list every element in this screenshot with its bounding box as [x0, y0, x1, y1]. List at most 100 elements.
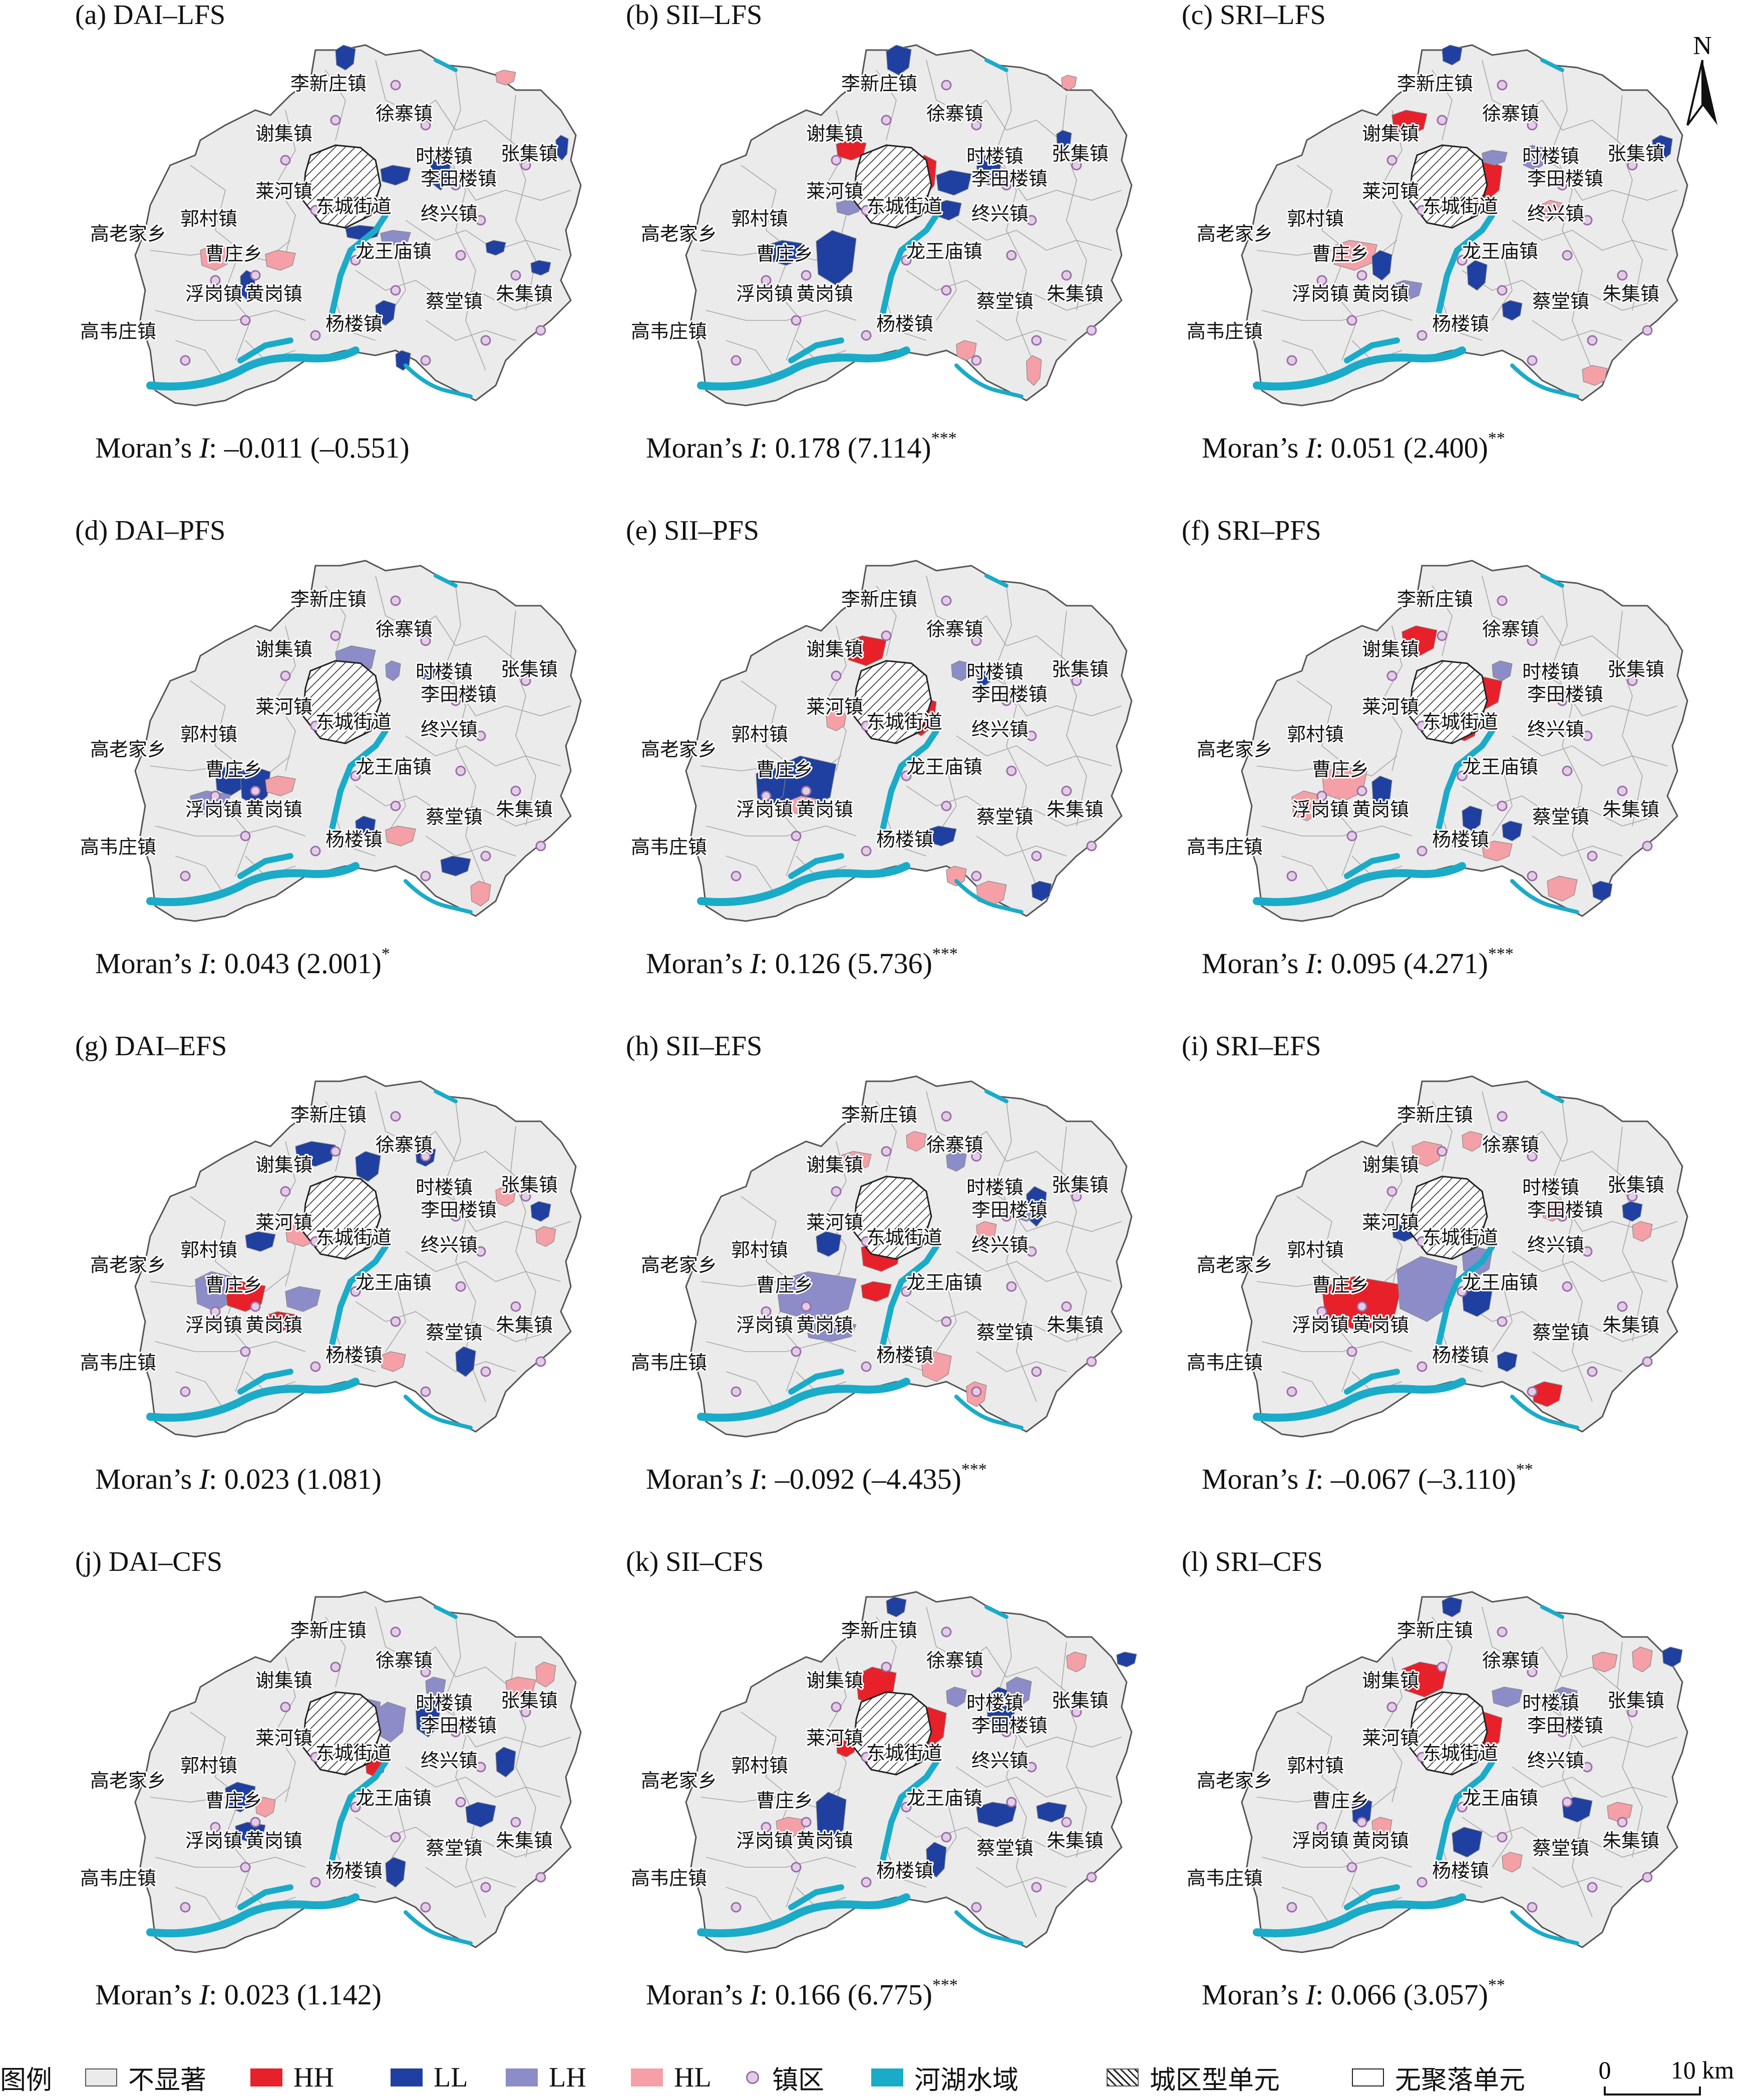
cluster-hl-unit: [200, 245, 231, 271]
panel-title: (h) SII–EFS: [626, 1031, 763, 1062]
cluster-hl-unit: [470, 881, 491, 907]
map-panel-10: (j) DAI–CFS: [75, 1547, 656, 2062]
town-label: 郭村镇: [731, 723, 788, 745]
cluster-lh-unit: [836, 200, 862, 216]
town-label: 浮岗镇: [185, 283, 242, 305]
town-label: 高韦庄镇: [1187, 1867, 1263, 1889]
cluster-lh-unit: [806, 1321, 857, 1342]
township-markers: [1286, 1111, 1653, 1397]
water-swatch: [871, 2068, 903, 2086]
panel-title: (b) SII–LFS: [626, 0, 763, 31]
lisa-cluster-map: 李新庄镇 徐寨镇 谢集镇 时楼镇 张集镇 李田楼镇 莱河镇 东城街道 终兴镇 高…: [1185, 1075, 1688, 1438]
town-label: 朱集镇: [496, 1314, 553, 1336]
cluster-ll-unit: [1371, 250, 1392, 281]
panel-title: (c) SRI–LFS: [1182, 0, 1326, 31]
cluster-ll-unit: [776, 755, 837, 811]
urban-unit: [302, 1691, 382, 1776]
town-label: 李新庄镇: [841, 588, 917, 610]
town-label: 郭村镇: [731, 1239, 788, 1261]
cluster-ll-unit: [816, 1792, 847, 1843]
legend-item-hl: HL: [631, 2057, 712, 2097]
town-label: 杨楼镇: [325, 313, 383, 335]
cluster-hl-unit: [265, 775, 296, 796]
town-label: 黄岗镇: [796, 1314, 853, 1336]
town-label: 终兴镇: [1527, 1750, 1584, 1772]
cluster-ll-unit: [455, 1346, 476, 1377]
panel-title: (a) DAI–LFS: [75, 0, 226, 31]
town-label: 杨楼镇: [876, 313, 933, 335]
cluster-hl-unit: [921, 1351, 952, 1382]
morans-i-statistic: Moran’s I: 0.023 (1.142): [95, 1978, 382, 2011]
panel-title: (g) DAI–EFS: [75, 1031, 227, 1062]
lisa-cluster-map: 李新庄镇 徐寨镇 谢集镇 时楼镇 张集镇 李田楼镇 莱河镇 东城街道 终兴镇 高…: [79, 1591, 582, 1953]
town-label: 张集镇: [1051, 658, 1109, 680]
cluster-hl-unit: [1632, 1221, 1653, 1242]
town-label: 曹庄乡: [756, 758, 813, 780]
urban-unit: [853, 660, 932, 744]
not-significant-swatch: [85, 2068, 117, 2086]
cluster-units: [195, 1141, 556, 1377]
legend-item-lh: LH: [506, 2057, 586, 2097]
town-label: 浮岗镇: [736, 1830, 793, 1852]
town-label: 徐寨镇: [1482, 1649, 1539, 1671]
lh-swatch: [506, 2068, 538, 2086]
town-label: 终兴镇: [971, 1234, 1028, 1256]
town-label: 谢集镇: [1362, 1669, 1419, 1692]
cluster-ll-unit: [1351, 1797, 1372, 1828]
cluster-hl-unit: [1026, 355, 1042, 386]
town-label: 高韦庄镇: [80, 836, 156, 858]
cluster-hh-unit: [836, 1737, 857, 1758]
map-panel-8: (h) SII–EFS: [626, 1031, 1207, 1547]
town-label: 莱河镇: [255, 1727, 312, 1749]
town-label: 徐寨镇: [376, 618, 433, 640]
town-label: 莱河镇: [806, 696, 863, 718]
unit-boundaries: [700, 60, 1122, 381]
town-label: 谢集镇: [255, 638, 312, 660]
cluster-hl-unit: [946, 866, 967, 887]
township-markers: [731, 595, 1097, 882]
town-label: 高老家乡: [641, 738, 717, 760]
map-panel-3: (c) SRI–LFS: [1182, 0, 1760, 516]
cluster-ll-unit: [295, 1141, 336, 1167]
town-label: 莱河镇: [1362, 1211, 1419, 1233]
township-markers: [1286, 595, 1653, 882]
town-label: 郭村镇: [180, 1239, 237, 1261]
town-label: 谢集镇: [1362, 638, 1419, 660]
cluster-ll-unit: [1652, 135, 1673, 161]
town-label: 浮岗镇: [1292, 283, 1349, 305]
town-label: 黄岗镇: [1352, 283, 1409, 305]
morans-i-statistic: Moran’s I: 0.066 (3.057)**: [1202, 1976, 1505, 2011]
map-panel-1: (a) DAI–LFS: [75, 0, 656, 516]
town-label: 杨楼镇: [325, 1860, 383, 1882]
cluster-ll-unit: [1592, 881, 1613, 902]
town-label: 郭村镇: [731, 1755, 788, 1777]
town-label: 龙王庙镇: [1462, 1787, 1538, 1809]
town-label: 龙王庙镇: [1462, 1272, 1538, 1294]
town-label: 高老家乡: [1197, 223, 1273, 245]
town-label: 杨楼镇: [876, 1344, 933, 1366]
town-label: 浮岗镇: [736, 798, 793, 820]
north-arrow: N: [1672, 30, 1732, 130]
cluster-lh-unit: [1006, 1676, 1032, 1708]
town-label: 东城街道: [315, 195, 392, 217]
cluster-hh-unit: [1532, 1381, 1563, 1407]
town-label: 李田楼镇: [1527, 168, 1603, 190]
town-label: 东城街道: [315, 1742, 392, 1764]
cluster-lh-unit: [1391, 280, 1423, 301]
cluster-lh-unit: [1552, 1687, 1578, 1713]
town-label: 黄岗镇: [796, 798, 853, 820]
cluster-ll-unit: [235, 1822, 266, 1843]
cluster-lh-unit: [1522, 145, 1548, 171]
town-label: 曹庄乡: [205, 243, 262, 265]
town-label: 郭村镇: [1287, 1239, 1344, 1261]
town-label: 莱河镇: [1362, 696, 1419, 718]
town-label: 东城街道: [1422, 711, 1498, 733]
town-label: 李田楼镇: [421, 1715, 497, 1737]
cluster-ll-unit: [1622, 1201, 1643, 1222]
cluster-ll-unit: [375, 300, 396, 326]
hl-swatch: [631, 2068, 663, 2086]
town-labels: 李新庄镇 徐寨镇 谢集镇 时楼镇 张集镇 李田楼镇 莱河镇 东城街道 终兴镇 高…: [1185, 1618, 1666, 1891]
town-label: 张集镇: [1607, 1690, 1664, 1712]
cluster-lh-unit: [385, 660, 401, 681]
town-label: 浮岗镇: [1292, 1314, 1349, 1336]
